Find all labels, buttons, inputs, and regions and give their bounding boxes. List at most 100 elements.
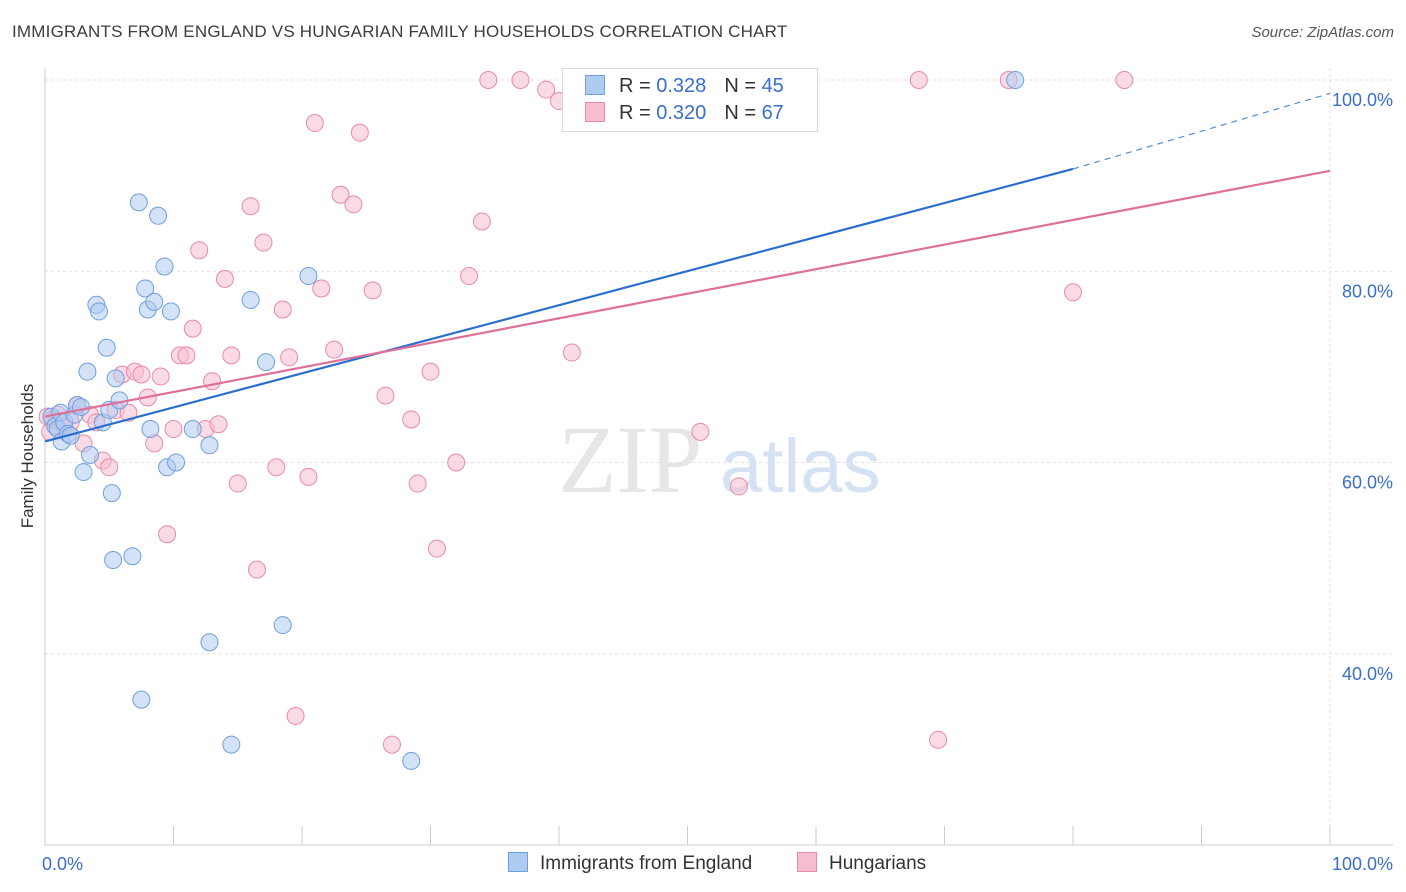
pink-point — [479, 71, 498, 89]
pink-point — [209, 415, 228, 434]
pink-point — [460, 267, 479, 286]
y-axis-label: Family Households — [18, 383, 37, 529]
watermark-zip: ZIP — [558, 406, 702, 513]
blue-point — [74, 463, 93, 482]
pink-point — [363, 281, 382, 300]
blue-point — [71, 398, 90, 417]
trend-line-blue-extension — [1072, 92, 1331, 170]
x-tick-label-min: 0.0% — [42, 854, 83, 874]
pink-point — [331, 185, 350, 204]
pink-point — [929, 730, 948, 749]
pink-point — [151, 367, 170, 386]
pink-point — [190, 241, 209, 260]
blue-point — [145, 292, 164, 311]
blue-point — [155, 257, 174, 276]
blue-point — [102, 484, 121, 503]
blue-point — [80, 445, 99, 464]
x-tick-label-max: 100.0% — [1332, 854, 1393, 874]
pink-point — [100, 458, 119, 477]
pink-point — [344, 195, 363, 214]
blue-point — [200, 436, 219, 455]
pink-point — [447, 453, 466, 472]
bottom-legend-swatch-pink — [797, 852, 817, 872]
legend-blue-r-label: R = — [619, 75, 657, 97]
pink-point — [132, 365, 151, 384]
legend-row-pink: R = 0.320 N = 67 — [585, 102, 784, 126]
source-label: Source: ZipAtlas.com — [1251, 24, 1394, 41]
blue-point — [141, 420, 160, 439]
legend-blue-r-value: 0.328 — [656, 75, 707, 97]
bottom-legend-pink: Hungarians — [797, 852, 926, 875]
pink-point — [228, 474, 247, 493]
y-tick-label: 100.0% — [1332, 90, 1393, 110]
pink-point — [1115, 71, 1134, 89]
blue-point — [200, 633, 219, 652]
blue-point — [129, 193, 148, 212]
bottom-legend-pink-label: Hungarians — [829, 853, 927, 874]
legend-blue-n-value: 45 — [761, 75, 784, 97]
legend-pink-n-label: N = — [724, 102, 762, 124]
blue-point — [167, 453, 186, 472]
legend-pink-r-value: 0.320 — [656, 102, 707, 124]
pink-point — [1064, 283, 1082, 302]
watermark-atlas: atlas — [720, 424, 881, 509]
pink-point — [248, 560, 267, 579]
pink-point — [376, 386, 395, 405]
pink-point — [909, 71, 928, 89]
blue-point — [257, 353, 276, 372]
pink-point — [382, 735, 401, 754]
legend-swatch-pink — [585, 102, 605, 122]
blue-point — [106, 369, 125, 388]
blue-point — [273, 616, 292, 635]
bottom-legend-swatch-blue — [508, 852, 528, 872]
pink-point — [241, 197, 260, 216]
pink-point — [421, 362, 440, 381]
pink-point — [177, 346, 196, 365]
chart-title: IMMIGRANTS FROM ENGLAND VS HUNGARIAN FAM… — [12, 22, 788, 41]
pink-point — [158, 525, 177, 544]
pink-point — [691, 422, 710, 441]
pink-point — [286, 706, 305, 725]
legend-row-blue: R = 0.328 N = 45 — [585, 75, 784, 99]
y-tick-label: 80.0% — [1342, 281, 1393, 301]
pink-point — [511, 71, 530, 89]
blue-point — [104, 551, 123, 570]
pink-point — [325, 340, 344, 359]
pink-point — [119, 403, 138, 422]
blue-point — [136, 279, 155, 298]
blue-point — [132, 690, 151, 709]
blue-point — [241, 290, 260, 309]
legend-blue-n-label: N = — [724, 75, 762, 97]
blue-point — [299, 267, 318, 286]
blue-point — [1006, 71, 1025, 89]
blue-point — [149, 206, 168, 225]
pink-point — [427, 539, 446, 558]
pink-point — [254, 233, 273, 252]
pink-point — [305, 114, 324, 133]
pink-point — [562, 343, 581, 362]
pink-point — [273, 300, 292, 319]
pink-point — [402, 410, 421, 429]
pink-point — [299, 467, 318, 486]
pink-point — [312, 279, 331, 298]
blue-point — [123, 547, 142, 566]
pink-point — [203, 372, 222, 391]
bottom-legend-blue: Immigrants from England — [508, 852, 752, 875]
legend-box: R = 0.328 N = 45 R = 0.320 N = 67 — [562, 68, 818, 132]
pink-point — [164, 420, 183, 439]
y-tick-label: 60.0% — [1342, 473, 1393, 493]
blue-point — [89, 302, 108, 321]
legend-swatch-blue — [585, 75, 605, 95]
blue-point — [97, 338, 116, 357]
pink-point — [350, 123, 369, 142]
pink-point — [537, 80, 556, 99]
legend-pink-r-label: R = — [619, 102, 657, 124]
pink-point — [183, 319, 202, 338]
blue-point — [78, 362, 97, 381]
pink-point — [729, 477, 748, 496]
blue-point — [161, 302, 180, 321]
pink-point — [472, 212, 491, 231]
blue-point — [222, 735, 241, 754]
trend-line-blue — [44, 167, 1074, 443]
